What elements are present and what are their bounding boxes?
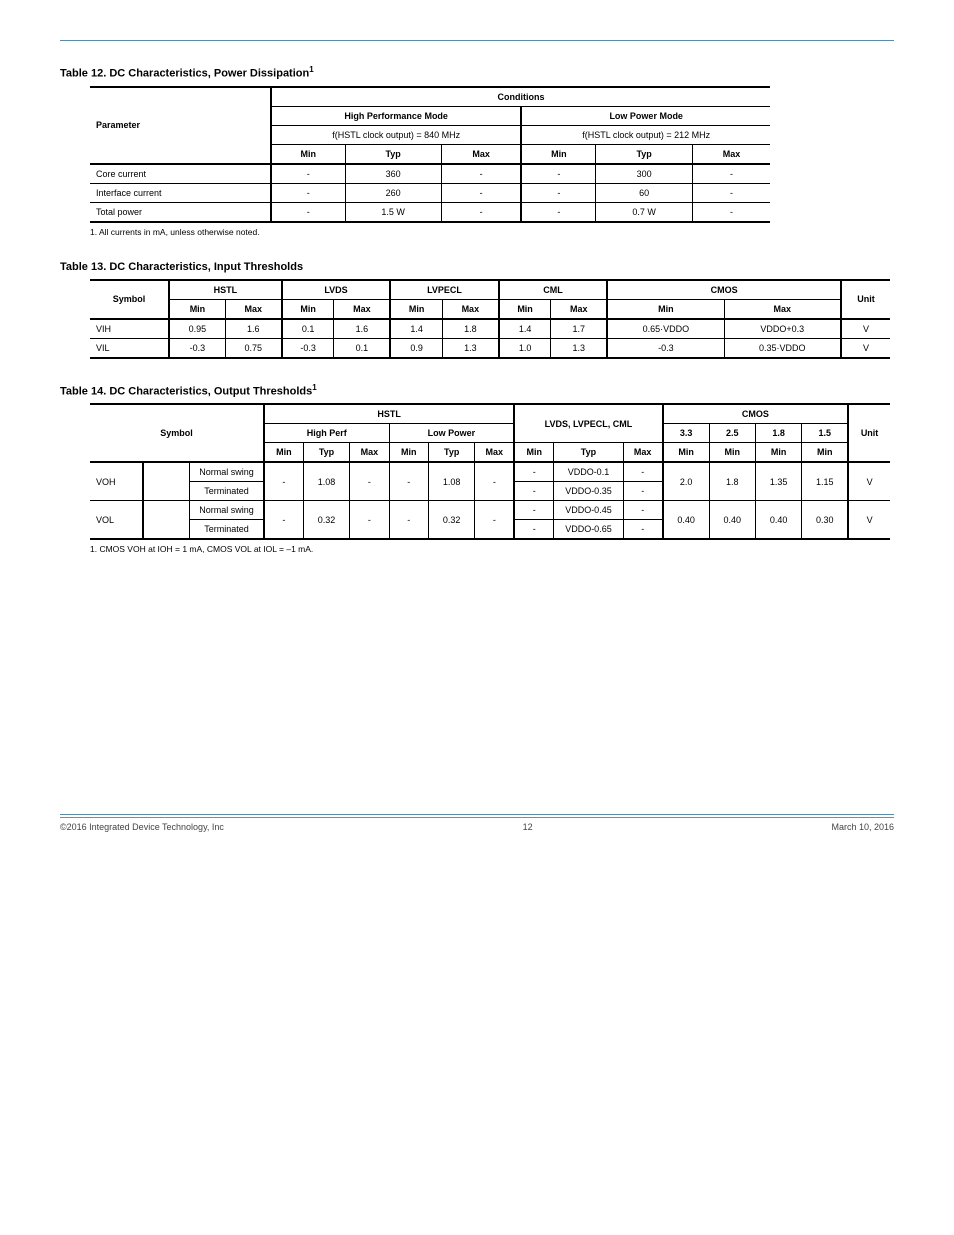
table14: Symbol HSTL LVDS, LVPECL, CML CMOS Unit … (90, 403, 890, 540)
t12-r1-p: Interface current (90, 183, 271, 202)
t12-r0-p: Core current (90, 164, 271, 184)
table13: Symbol HSTL LVDS LVPECL CML CMOS Unit Mi… (90, 279, 890, 359)
t12-max1: Max (441, 144, 521, 164)
table12: Parameter Conditions High Performance Mo… (90, 86, 770, 223)
t12-hdr-cond: Conditions (271, 87, 770, 107)
t12-max2: Max (693, 144, 770, 164)
table-row: VIL -0.3 0.75 -0.3 0.1 0.9 1.3 1.0 1.3 -… (90, 338, 890, 358)
footer-copyright: ©2016 Integrated Device Technology, Inc (60, 822, 224, 832)
table14-title-footnote: 1 (312, 383, 316, 392)
table-row: Interface current - 260 - - 60 - (90, 183, 770, 202)
t12-hdr-param: Parameter (90, 87, 271, 164)
table-row: VOH Normal swing - 1.08 - - 1.08 - - VDD… (90, 462, 890, 482)
t12-typ2: Typ (596, 144, 693, 164)
t12-hdr-lo: Low Power Mode (521, 106, 770, 125)
table-row: Total power - 1.5 W - - 0.7 W - (90, 202, 770, 222)
table14-title: Table 14. DC Characteristics, Output Thr… (60, 383, 894, 398)
t12-hdr-freq-hi: f(HSTL clock output) = 840 MHz (271, 125, 521, 144)
t13-hdr-sym: Symbol (90, 280, 169, 319)
table12-title-footnote: 1 (309, 65, 313, 74)
header-rule (60, 40, 894, 41)
footer-date: March 10, 2016 (831, 822, 894, 832)
table-row: Core current - 360 - - 300 - (90, 164, 770, 184)
table12-footnote: 1. All currents in mA, unless otherwise … (90, 227, 894, 237)
footer-page-number: 12 (523, 822, 533, 832)
table12-title: Table 12. DC Characteristics, Power Diss… (60, 65, 894, 80)
page-footer: ©2016 Integrated Device Technology, Inc … (60, 814, 894, 832)
table-row: VOL Normal swing - 0.32 - - 0.32 - - VDD… (90, 501, 890, 520)
table13-title: Table 13. DC Characteristics, Input Thre… (60, 261, 894, 273)
t12-typ1: Typ (345, 144, 441, 164)
t12-min2: Min (521, 144, 595, 164)
t12-hdr-hi: High Performance Mode (271, 106, 521, 125)
t14-hdr-sym: Symbol (90, 404, 264, 462)
t12-hdr-freq-lo: f(HSTL clock output) = 212 MHz (521, 125, 770, 144)
t12-r2-p: Total power (90, 202, 271, 222)
table14-footnote: 1. CMOS VOH at IOH = 1 mA, CMOS VOL at I… (90, 544, 894, 554)
t12-min1: Min (271, 144, 345, 164)
table-row: VIH 0.95 1.6 0.1 1.6 1.4 1.8 1.4 1.7 0.6… (90, 319, 890, 339)
